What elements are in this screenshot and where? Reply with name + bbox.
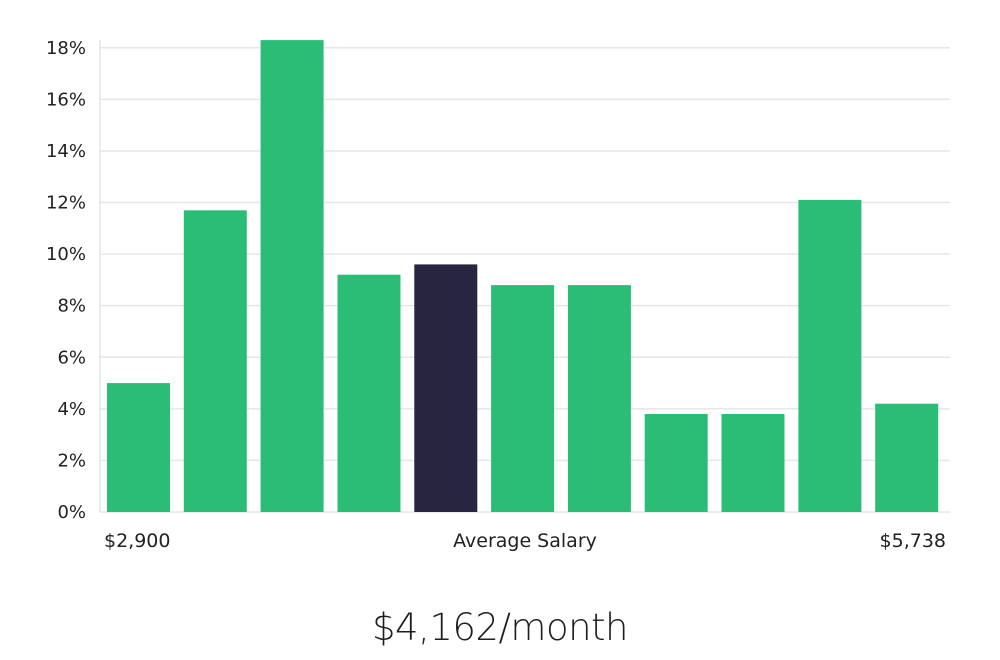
bar <box>567 285 631 512</box>
bar <box>183 210 247 513</box>
bar-average <box>414 264 478 512</box>
bars <box>107 40 939 513</box>
x-min-label: $2,900 <box>104 530 170 552</box>
bar <box>491 285 555 512</box>
y-tick-label: 14% <box>46 141 86 162</box>
bar <box>337 274 401 512</box>
y-tick-label: 8% <box>57 296 86 317</box>
y-tick-labels: 0% 2% 4% 6% 8% 10% 12% 14% 16% 18% <box>46 38 86 523</box>
y-tick-label: 10% <box>46 244 86 265</box>
x-axis-title: Average Salary <box>453 530 597 552</box>
bar <box>644 414 708 512</box>
bar <box>875 403 939 512</box>
bar <box>107 383 170 512</box>
y-tick-label: 0% <box>57 502 86 523</box>
y-tick-label: 18% <box>46 38 86 59</box>
average-salary-value: $4,162/month <box>371 606 629 649</box>
salary-histogram: 0% 2% 4% 6% 8% 10% 12% 14% 16% 18% $2,900 Average… <box>46 38 950 552</box>
bar <box>260 40 324 512</box>
bar <box>798 199 862 512</box>
y-tick-label: 4% <box>57 399 86 420</box>
y-tick-label: 16% <box>46 89 86 110</box>
y-tick-label: 12% <box>46 193 86 214</box>
y-tick-label: 6% <box>57 347 86 368</box>
x-max-label: $5,738 <box>880 530 946 552</box>
y-tick-label: 2% <box>57 450 86 471</box>
bar <box>721 414 785 512</box>
